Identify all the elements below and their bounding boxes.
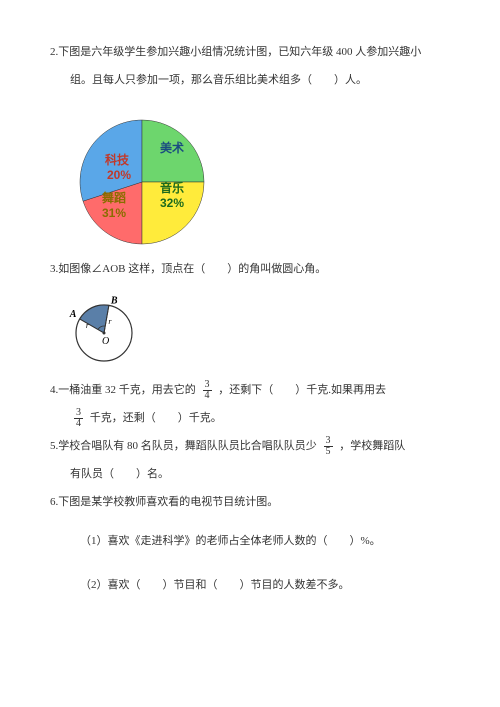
q4-line1: 4.一桶油重 32 千克，用去它的 3 4 ，还剩下（ ）千克.如果再用去 — [50, 378, 450, 402]
angle-diagram: ABOrr — [62, 288, 152, 368]
svg-text:r: r — [108, 317, 112, 326]
q2-line1: 2.下图是六年级学生参加兴趣小组情况统计图，已知六年级 400 人参加兴趣小 — [50, 40, 450, 64]
q4-text1b: ，还剩下（ ）千克.如果再用去 — [218, 384, 386, 396]
fraction-3-4-a: 3 4 — [203, 380, 212, 401]
q5-line2: 有队员（ ）名。 — [50, 462, 450, 486]
q5-text1a: 5.学校合唱队有 80 名队员，舞蹈队队员比合唱队队员少 — [50, 440, 317, 452]
q3-text: 3.如图像∠AOB 这样，顶点在（ ）的角叫做圆心角。 — [50, 257, 450, 281]
svg-text:O: O — [102, 336, 109, 347]
svg-text:音乐: 音乐 — [160, 180, 184, 195]
q4-text1a: 4.一桶油重 32 千克，用去它的 — [50, 384, 196, 396]
q6-sub1: （1）喜欢《走进科学》的老师占全体老师人数的（ ）%。 — [50, 529, 450, 553]
svg-text:B: B — [110, 295, 118, 306]
svg-text:A: A — [69, 309, 77, 320]
svg-text:31%: 31% — [102, 206, 126, 220]
svg-text:舞蹈: 舞蹈 — [101, 190, 126, 205]
fraction-3-5: 3 5 — [324, 436, 333, 457]
svg-text:20%: 20% — [107, 168, 131, 182]
fraction-3-4-b: 3 4 — [74, 408, 83, 429]
q5-text1b: ，学校舞蹈队 — [339, 440, 405, 452]
svg-text:32%: 32% — [160, 196, 184, 210]
svg-text:美术: 美术 — [160, 140, 184, 155]
q2-line2: 组。且每人只参加一项，那么音乐组比美术组多（ ）人。 — [50, 68, 450, 92]
svg-text:科技: 科技 — [105, 152, 130, 167]
q6-text: 6.下图是某学校教师喜欢看的电视节目统计图。 — [50, 490, 450, 514]
pie-chart: 科技20% 美术音乐32% 舞蹈31% — [60, 102, 225, 247]
q4-line2: 3 4 千克，还剩（ ）千克。 — [50, 406, 450, 430]
q6-sub2: （2）喜欢（ ）节目和（ ）节目的人数差不多。 — [50, 573, 450, 597]
q5-line1: 5.学校合唱队有 80 名队员，舞蹈队队员比合唱队队员少 3 5 ，学校舞蹈队 — [50, 434, 450, 458]
q4-text2: 千克，还剩（ ）千克。 — [90, 412, 222, 424]
